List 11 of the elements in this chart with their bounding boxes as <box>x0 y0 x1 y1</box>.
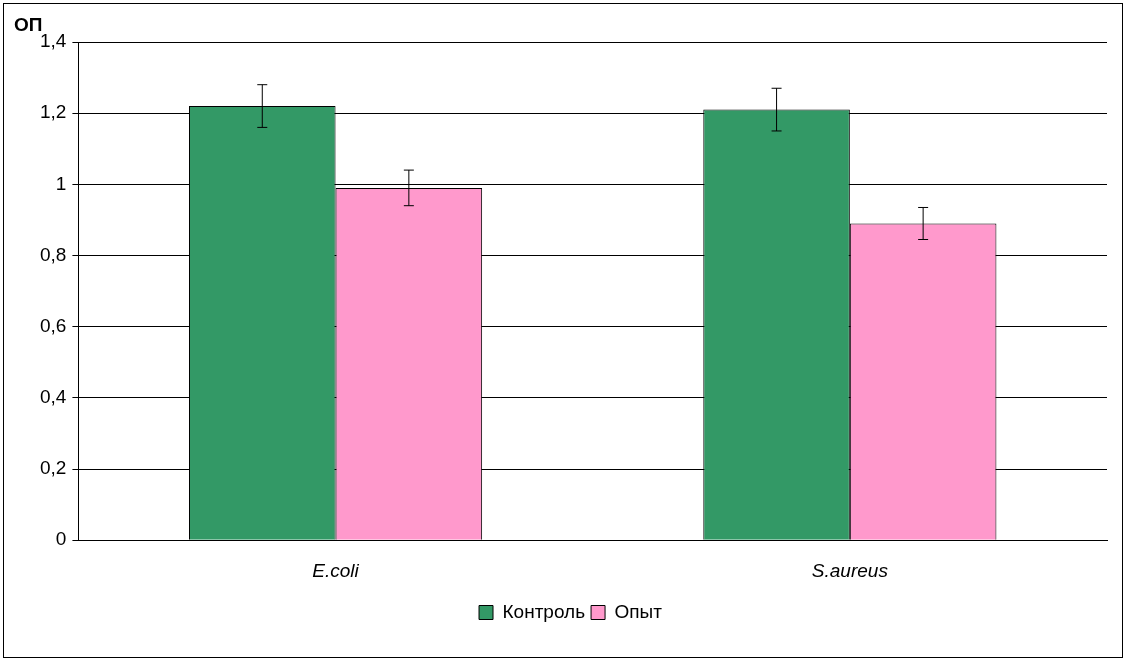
legend-label: Контроль <box>502 600 586 622</box>
y-tick-label: 0,2 <box>39 457 67 479</box>
legend-label: Опыт <box>614 600 663 622</box>
y-tick-label: 1,2 <box>39 101 67 123</box>
y-tick-label: 0 <box>55 528 67 550</box>
y-tick-label: 1 <box>55 172 67 194</box>
x-tick-label: S.aureus <box>811 559 889 581</box>
y-tick-label: 0,8 <box>39 243 67 265</box>
y-tick-label: 0,4 <box>39 386 67 408</box>
x-tick-label: E.coli <box>312 559 360 581</box>
y-tick-label: 0,6 <box>39 314 67 336</box>
